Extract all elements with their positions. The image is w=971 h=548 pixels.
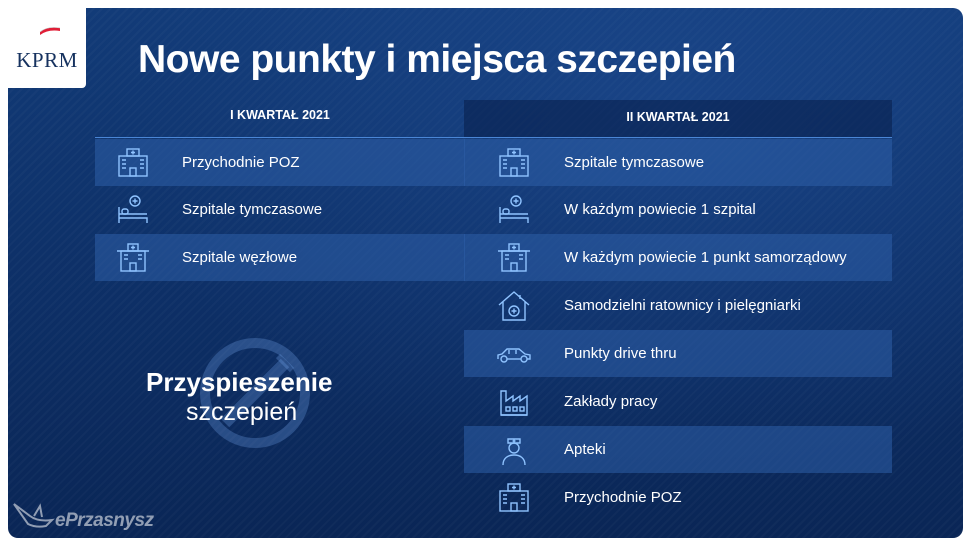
promo-subheading: szczepień: [186, 398, 298, 426]
swordfish-logo-icon: [13, 503, 55, 528]
list-item: Szpitale tymczasowe: [95, 186, 465, 233]
hospital-building-icon: [115, 241, 151, 275]
polish-flag-icon: [39, 27, 61, 35]
list-item-label: Szpitale tymczasowe: [182, 201, 323, 218]
list-item: Zakłady pracy: [464, 378, 892, 425]
list-item-label: Apteki: [564, 441, 606, 458]
list-item: Przychodnie POZ: [95, 139, 465, 186]
list-item-label: W każdym powiecie 1 szpital: [564, 201, 756, 218]
list-item: Samodzielni ratownicy i pielęgniarki: [464, 282, 892, 329]
list-item-label: Przychodnie POZ: [182, 154, 300, 171]
header-divider: [95, 137, 892, 138]
clinic-building-icon: [115, 146, 151, 180]
vaccine-emblem-icon: [200, 338, 310, 448]
list-item-label: Samodzielni ratownicy i pielęgniarki: [564, 297, 801, 314]
list-item-label: Szpitale węzłowe: [182, 249, 298, 266]
list-item-label: Punkty drive thru: [564, 345, 677, 362]
list-item-label: W każdym powiecie 1 punkt samorządowy: [564, 249, 847, 266]
promo-heading: Przyspieszenie: [146, 367, 333, 397]
list-item: W każdym powiecie 1 szpital: [464, 186, 892, 233]
list-item: Apteki: [464, 426, 892, 473]
logo-text: KPRM: [16, 48, 78, 72]
watermark-text: ePrzasnysz: [55, 510, 154, 531]
list-item: Przychodnie POZ: [464, 474, 892, 521]
clinic-building-icon: [496, 481, 532, 515]
list-item-label: Szpitale tymczasowe: [564, 154, 705, 171]
list-item: Szpitale węzłowe: [95, 234, 465, 281]
hospital-building-icon: [496, 241, 532, 275]
factory-icon: [496, 385, 532, 419]
list-item-label: Przychodnie POZ: [564, 489, 682, 506]
clinic-building-icon: [496, 146, 532, 180]
kprm-logo: KPRM: [8, 8, 86, 88]
pharmacist-icon: [496, 433, 532, 467]
page-title: Nowe punkty i miejsca szczepień: [138, 38, 736, 81]
hospital-bed-icon: [115, 193, 151, 227]
hospital-bed-icon: [496, 193, 532, 227]
left-column-header: I KWARTAŁ 2021: [230, 108, 330, 122]
medical-house-icon: [496, 289, 532, 323]
list-item: W każdym powiecie 1 punkt samorządowy: [464, 234, 892, 281]
list-item: Szpitale tymczasowe: [464, 139, 892, 186]
list-item-label: Zakłady pracy: [564, 393, 658, 410]
right-column-header: II KWARTAŁ 2021: [464, 100, 892, 137]
car-icon: [496, 337, 532, 371]
list-item: Punkty drive thru: [464, 330, 892, 377]
